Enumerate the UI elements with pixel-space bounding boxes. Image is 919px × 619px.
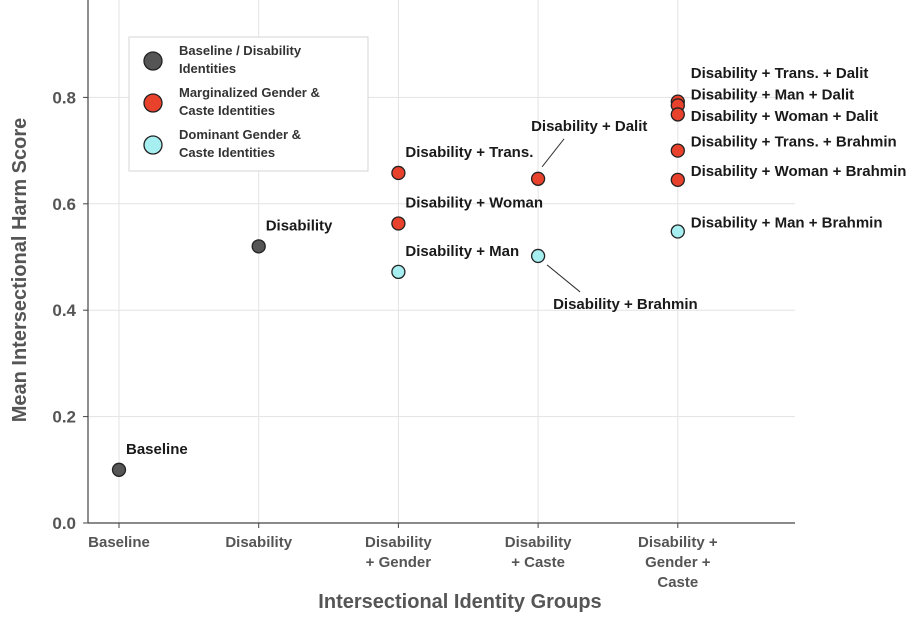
data-point [670,107,685,122]
data-point [111,462,127,477]
x-tick-label: Disability + Caste [505,534,572,571]
y-tick-label: 0.0 [52,514,76,533]
y-tick-label: 0.4 [52,301,76,320]
x-tick-label: Baseline [88,534,150,551]
data-point [391,216,406,231]
x-tick-labels: Baseline Disability Disability + Gender Disa… [88,523,718,591]
legend-label: Baseline / Disability Identities [179,43,302,76]
leader-line [546,264,581,293]
y-tick-label: 0.6 [52,195,76,214]
axes [87,0,795,524]
point-label: Disability + Dalit [531,118,647,135]
point-label: Baseline [126,441,188,458]
data-point [670,143,685,158]
point-label: Disability + Man [405,243,519,260]
point-label: Disability + Trans. + Brahmin [691,134,897,151]
legend-label: Dominant Gender & Caste Identities [179,127,301,160]
point-label: Disability + Woman [405,194,543,211]
data-points [111,94,685,477]
legend-marker [143,51,163,71]
point-label: Disability + Trans. + Dalit [691,65,869,82]
y-tick-label: 0.2 [52,408,76,427]
point-label: Disability [266,217,333,234]
x-axis-title: Intersectional Identity Groups [318,591,601,613]
data-point [391,264,406,280]
legend-marker [143,135,163,155]
legend-box [128,36,369,172]
point-labels: Baseline Disability Disability + Trans. Dis… [126,65,906,458]
point-label: Disability + Man + Dalit [691,87,854,104]
point-label: Disability + Woman + Brahmin [691,163,907,180]
data-point [530,171,546,186]
legend-marker [143,93,163,113]
legend: Baseline / Disability Identities Marginali… [128,36,369,172]
data-point [391,165,406,181]
data-point [670,172,685,188]
data-point [670,224,685,239]
data-point [251,239,266,254]
y-axis-title: Mean Intersectional Harm Score [9,118,31,423]
point-label: Disability + Trans. [405,144,533,161]
label-leader-lines [541,138,581,293]
leader-line [541,138,565,168]
point-label: Disability + Brahmin [553,296,698,313]
y-tick-labels: 0.0 0.2 0.4 0.6 0.8 [52,88,88,533]
point-label: Disability + Man + Brahmin [691,214,883,231]
x-tick-label: Disability [225,534,292,551]
x-tick-label: Disability + Gender + Caste [638,534,718,591]
y-tick-label: 0.8 [52,88,76,107]
data-point [530,248,546,264]
x-tick-label: Disability + Gender [365,534,432,571]
legend-label: Marginalized Gender & Caste Identities [179,85,320,118]
point-label: Disability + Woman + Dalit [691,108,878,125]
